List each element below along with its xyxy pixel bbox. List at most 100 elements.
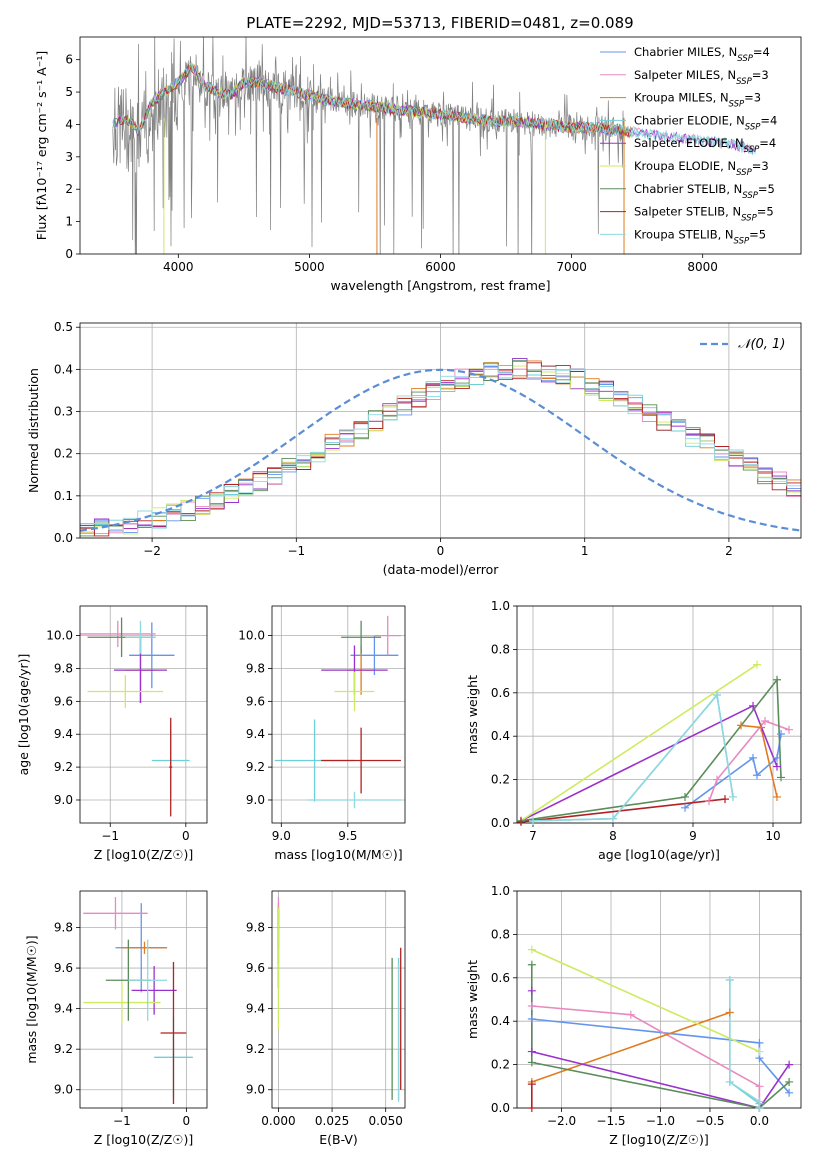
x-tick-label: −2 [143,544,161,558]
weight-marker-0 [773,753,781,762]
x-tick-label: −2.0 [547,1114,576,1128]
legend-entry-8: Kroupa STELIB, NSSP=5 [634,227,766,246]
x-tick-label: 0 [183,1114,191,1128]
plot-area [80,617,190,817]
weight-marker-4 [749,701,757,710]
y-axis-label: age [log10(age/yr)] [16,654,31,776]
weight-marker-8 [609,814,617,823]
x-tick-label: 5000 [294,260,325,274]
x-axis-label: Z [log10(Z/Z☉)] [609,1132,709,1147]
weight-marker-6 [527,960,536,969]
x-tick-label: −1.5 [596,1114,625,1128]
y-tick-label: 0.0 [54,531,73,545]
weight-marker-6 [527,1058,536,1067]
observed-spectrum [112,37,625,254]
axes-weight_vs_Z: −2.0 −1.5 −1.0 −0.5 0.0 0.0 0.2 0.4 0.6 0.8 1.0 Z [… [465,884,802,1147]
axes-weight_vs_age: 7 8 9 10 0.0 0.2 0.4 0.6 0.8 1.0 age [log10(age/yr… [465,599,802,862]
y-tick-label: 5 [65,85,73,99]
weight-marker-4 [785,1060,794,1069]
legend-entry-5: Kroupa ELODIE, NSSP=3 [634,159,769,178]
y-tick-label: 0.4 [491,1014,510,1028]
axes-frame [79,890,208,1109]
y-tick-label: 2 [65,182,73,196]
weight-marker-8 [725,1077,734,1086]
x-axis-label: E(B-V) [319,1132,358,1147]
y-tick-label: 9.0 [246,1083,265,1097]
weight-marker-2 [737,721,745,730]
x-tick-label: 7 [529,829,537,843]
x-tick-label: 0.025 [315,1114,349,1128]
weight-marker-5 [527,945,536,954]
x-tick-label: 0 [437,544,445,558]
weight-marker-6 [785,1077,794,1086]
legend-entry-1: Salpeter MILES, NSSP=3 [634,68,769,87]
x-tick-label: 10 [765,829,780,843]
y-tick-label: 0.0 [491,816,510,830]
weight-marker-1 [785,725,793,734]
x-tick-label: 4000 [163,260,194,274]
axes-spectrum: 4000 5000 6000 7000 8000 0 1 2 3 4 5 6 wavelength [A… [34,36,802,293]
legend-entry-2: Kroupa MILES, NSSP=3 [634,91,761,110]
axes-age_vs_Z: −1 0 9.0 9.2 9.4 9.6 9.8 10.0 Z [log10(Z/Z☉)] age… [16,605,208,862]
y-tick-label: 0.2 [54,447,73,461]
weight-marker-2 [725,1008,734,1017]
weight-marker-6 [777,773,785,782]
y-axis-label: Flux [fλ10⁻¹⁷ erg cm⁻² s⁻¹ A⁻¹] [34,51,49,240]
weight-marker-2 [773,792,781,801]
weight-marker-8 [529,816,537,825]
x-tick-label: 9.5 [338,829,357,843]
x-tick-label: 0.050 [369,1114,403,1128]
x-axis-label: mass [log10(M/M☉)] [274,847,402,862]
spectrum-legend: Chabrier MILES, NSSP=4 Salpeter MILES, NS… [600,45,777,246]
weight-marker-4 [527,986,536,995]
y-tick-label: 0.2 [491,773,510,787]
weight-marker-1 [713,775,721,784]
x-tick-label: 2 [725,544,733,558]
x-tick-label: −0.5 [695,1114,724,1128]
weight-marker-8 [725,975,734,984]
y-tick-label: 0.8 [491,927,510,941]
y-tick-label: 6 [65,53,73,67]
y-tick-label: 9.4 [246,727,265,741]
x-tick-label: 1 [581,544,589,558]
weight-series-1 [708,720,790,802]
y-axis-label: Normed distribution [26,368,41,493]
weight-marker-0 [777,730,785,739]
grid-lines [80,323,801,539]
normal-reference-curve [80,368,801,532]
weight-series-5 [520,663,758,822]
weight-marker-1 [527,1002,536,1011]
y-tick-label: 0.6 [491,686,510,700]
plot-area [520,663,790,823]
weight-marker-6 [773,675,781,684]
weight-series-7 [520,798,726,823]
y-axis-label: mass weight [465,960,480,1039]
y-tick-label: 9.8 [246,921,265,935]
y-tick-label: 9.4 [246,1002,265,1016]
x-axis-label: wavelength [Angstrom, rest frame] [330,278,550,293]
weight-marker-0 [527,1015,536,1024]
legend-entry-7: Salpeter STELIB, NSSP=5 [634,205,774,224]
y-tick-label: 0.2 [491,1058,510,1072]
weight-marker-8 [755,1104,764,1112]
y-tick-label: 1.0 [491,599,510,613]
weight-marker-0 [755,1038,764,1047]
y-tick-label: 0.1 [54,489,73,503]
weight-marker-2 [757,723,765,732]
y-tick-label: 9.2 [246,1042,265,1056]
weight-marker-1 [755,1082,764,1091]
y-tick-label: 9.8 [54,921,73,935]
grid-lines [80,606,207,823]
weight-series-6 [531,964,790,1108]
x-tick-label: −1 [101,829,119,843]
y-tick-label: 0.3 [54,405,73,419]
legend-entry-3: Chabrier ELODIE, NSSP=4 [634,113,777,132]
weight-series-8 [729,980,761,1108]
y-tick-label: 9.2 [246,760,265,774]
weight-series-4 [520,704,778,822]
x-tick-label: 9.0 [272,829,291,843]
grid-lines [272,606,405,823]
x-tick-label: −1 [287,544,305,558]
y-tick-label: 0.6 [491,971,510,985]
